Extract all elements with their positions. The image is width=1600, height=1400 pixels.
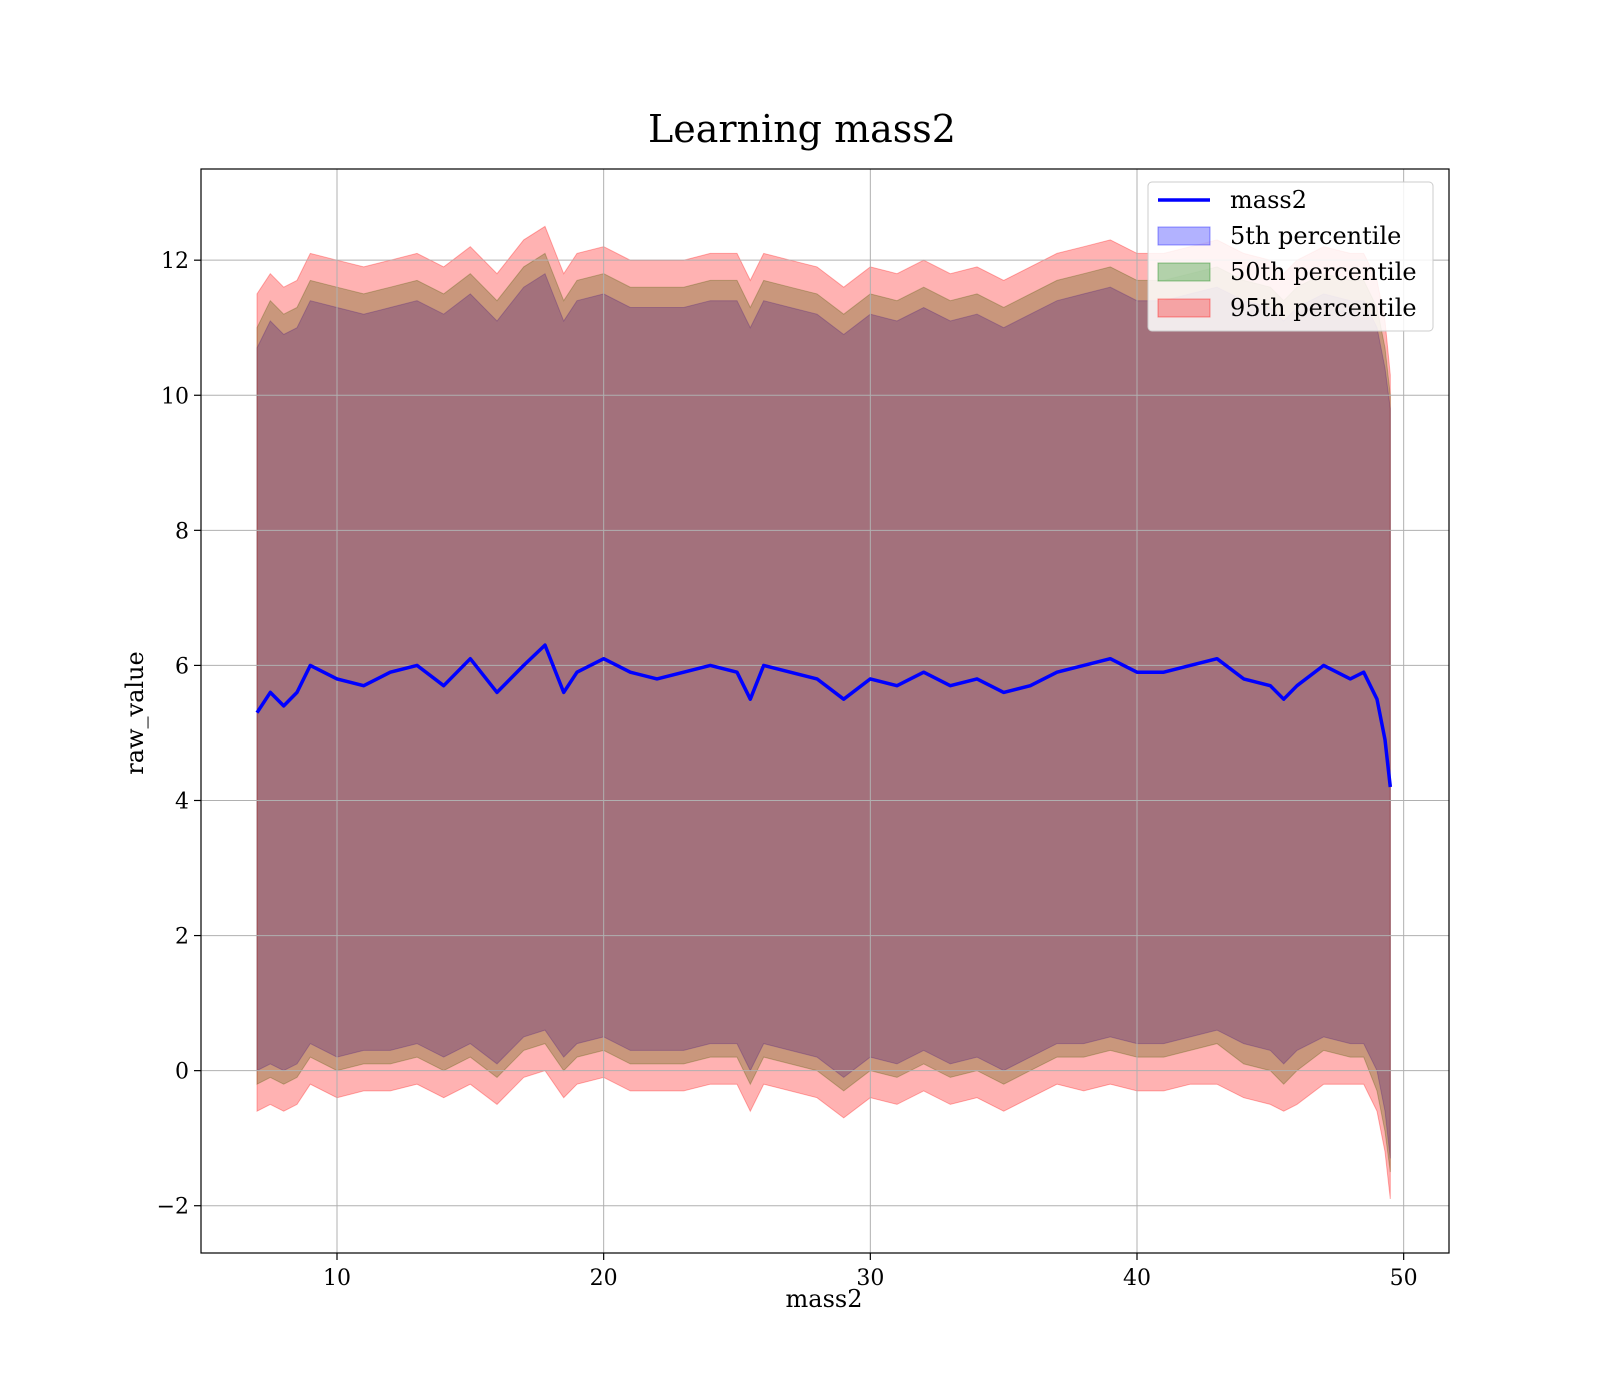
legend-label: 95th percentile [1230, 294, 1417, 322]
x-tick-label: 10 [323, 1266, 351, 1291]
legend-label: 5th percentile [1230, 222, 1401, 250]
x-axis-ticks: 10 20 30 40 50 [323, 1253, 1418, 1291]
x-tick-label: 30 [856, 1266, 884, 1291]
legend-swatch-band [1157, 298, 1211, 318]
series-lines [255, 643, 1393, 788]
x-axis-label: mass2 [786, 1285, 863, 1313]
grid-lines [201, 169, 1449, 1253]
plot-area [200, 168, 1450, 1254]
series-line-mass2 [255, 643, 1393, 788]
legend: mass2 5th percentile 50th percentile 95th p… [1147, 181, 1434, 332]
legend-swatch-band [1157, 262, 1211, 282]
x-tick-label: 50 [1390, 1266, 1418, 1291]
y-tick-label: 8 [175, 519, 189, 544]
y-tick-label: 0 [175, 1060, 189, 1085]
band-95th-percentile [256, 225, 1391, 1200]
y-tick-label: 10 [161, 384, 189, 409]
x-tick-label: 20 [590, 1266, 618, 1291]
legend-label: 50th percentile [1230, 258, 1417, 286]
y-tick-label: −2 [157, 1195, 189, 1220]
percentile-bands [256, 225, 1391, 1200]
y-tick-label: 6 [175, 654, 189, 679]
legend-swatch-band [1157, 226, 1211, 246]
x-tick-label: 40 [1123, 1266, 1151, 1291]
plot-frame [200, 168, 1450, 1254]
y-axis-ticks: −2 0 2 4 6 8 10 12 [157, 249, 201, 1220]
chart-title: Learning mass2 [648, 107, 956, 151]
y-tick-label: 4 [175, 789, 189, 814]
y-tick-label: 12 [161, 249, 189, 274]
plot-background [201, 169, 1449, 1253]
y-axis-label: raw_value [121, 651, 149, 775]
legend-label: mass2 [1230, 186, 1307, 214]
y-tick-label: 2 [175, 925, 189, 950]
legend-box [1147, 181, 1434, 332]
